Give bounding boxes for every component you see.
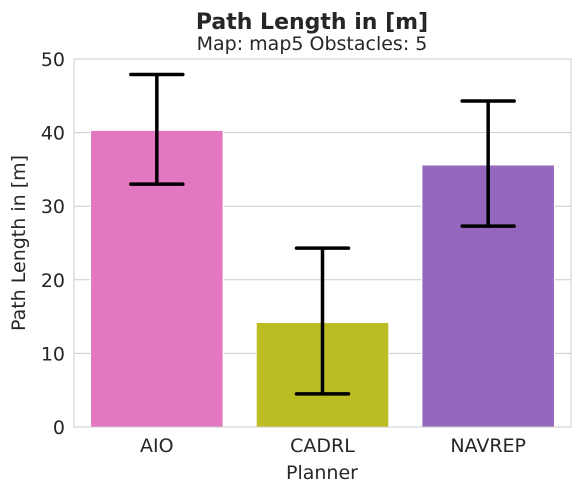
y-tick-label: 50 xyxy=(41,49,65,71)
chart-subtitle: Map: map5 Obstacles: 5 xyxy=(197,33,428,55)
y-tick-label: 40 xyxy=(41,123,65,145)
error-bars xyxy=(129,72,516,396)
x-tick-label: AIO xyxy=(140,435,174,457)
error-bar-cadrl xyxy=(294,246,351,396)
x-tick-label: NAVREP xyxy=(450,435,526,457)
y-tick-label: 10 xyxy=(41,343,65,365)
y-tick-label: 0 xyxy=(53,417,65,439)
x-tick-label: CADRL xyxy=(290,435,355,457)
x-tick-labels: AIO CADRL NAVREP xyxy=(140,435,526,457)
y-tick-label: 30 xyxy=(41,196,65,218)
chart-title: Path Length in [m] xyxy=(196,10,428,35)
error-bar-navrep xyxy=(460,99,516,228)
y-axis-label: Path Length in [m] xyxy=(8,155,30,331)
y-tick-labels: 0 10 20 30 40 50 xyxy=(41,49,65,439)
bars xyxy=(90,129,555,428)
error-bar-aio xyxy=(129,72,185,186)
plot-frame xyxy=(73,58,572,428)
y-tick-label: 20 xyxy=(41,270,65,292)
x-axis-label: Planner xyxy=(286,462,358,484)
